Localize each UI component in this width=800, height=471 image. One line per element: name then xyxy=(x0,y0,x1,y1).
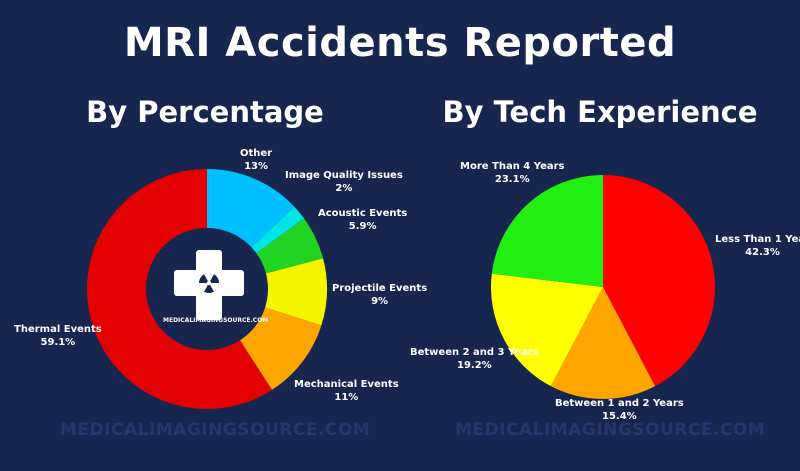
logo-cross-icon xyxy=(174,250,244,320)
experience-slice-between-2-and-3-years xyxy=(491,273,603,387)
experience-pie-chart xyxy=(491,175,716,399)
experience-slice-more-than-4-years xyxy=(491,175,603,287)
watermark-left: MEDICALIMAGINGSOURCE.COM xyxy=(60,420,371,440)
right-chart-title: By Tech Experience xyxy=(442,95,758,129)
label-less-than-1-year: Less Than 1 Year42.3% xyxy=(715,234,800,258)
main-title: MRI Accidents Reported xyxy=(123,20,677,66)
left-chart-title: By Percentage xyxy=(86,95,324,129)
label-thermal: Thermal Events 59.1% xyxy=(14,324,102,348)
label-projectile: Projectile Events 9% xyxy=(332,283,428,307)
label-between-1-and-2: Between 1 and 2 Years 15.4% xyxy=(555,398,684,422)
logo-text: MEDICALIMAGINGSOURCE.COM xyxy=(163,317,269,324)
label-image-quality: Image Quality Issues 2% xyxy=(285,170,403,194)
label-between-2-and-3: Between 2 and 3 Years 19.2% xyxy=(410,347,539,371)
experience-slice-less-than-1-year xyxy=(603,175,716,387)
watermark-right: MEDICALIMAGINGSOURCE.COM xyxy=(455,420,766,440)
label-more-than-4: More Than 4 Years 23.1% xyxy=(460,161,565,185)
label-acoustic: Acoustic Events 5.9% xyxy=(318,208,408,232)
percentage-donut-chart xyxy=(87,169,327,409)
experience-slice-between-1-and-2-years xyxy=(550,287,656,399)
label-mechanical: Mechanical Events 11% xyxy=(294,379,399,403)
label-other: Other 13% xyxy=(240,148,273,172)
